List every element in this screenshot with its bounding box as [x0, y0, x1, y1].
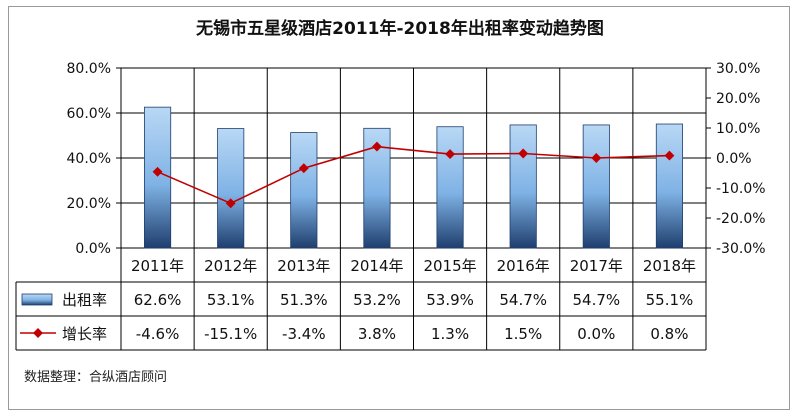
right-axis-tick-label: 30.0%	[716, 61, 760, 77]
category-label: 2013年	[277, 257, 330, 275]
legend-bar-swatch	[21, 293, 53, 306]
table-cell-occupancy: 53.9%	[426, 291, 474, 309]
category-label: 2016年	[497, 257, 550, 275]
point-growth	[591, 153, 602, 163]
left-axis-tick-label: 20.0%	[67, 196, 111, 212]
table-cell-occupancy: 54.7%	[499, 291, 547, 309]
table-cell-growth: 0.8%	[650, 325, 688, 343]
category-label: 2012年	[204, 257, 257, 275]
table-cell-occupancy: 55.1%	[646, 291, 694, 309]
bar-occupancy	[436, 126, 464, 249]
table-cell-growth: 1.5%	[504, 325, 542, 343]
bar-occupancy	[655, 123, 684, 249]
bar-occupancy	[582, 124, 610, 249]
category-label: 2018年	[643, 257, 696, 275]
table-cell-growth: 0.0%	[577, 325, 615, 343]
category-label: 2014年	[350, 257, 403, 275]
table-cell-growth: 1.3%	[431, 325, 469, 343]
table-cell-occupancy: 53.1%	[207, 291, 255, 309]
bar-occupancy	[509, 124, 537, 249]
table-cell-occupancy: 62.6%	[134, 291, 182, 309]
category-label: 2011年	[131, 257, 184, 275]
point-growth	[298, 163, 309, 174]
table-cell-growth: -4.6%	[136, 325, 180, 343]
table-cell-growth: 3.8%	[358, 325, 396, 343]
table-cell-growth: -3.4%	[282, 325, 326, 343]
point-growth	[664, 150, 675, 161]
right-axis-tick-label: -10.0%	[716, 181, 766, 197]
point-growth	[371, 141, 382, 152]
point-growth	[152, 166, 163, 177]
right-axis-tick-label: -20.0%	[716, 211, 766, 227]
table-cell-occupancy: 53.2%	[353, 291, 401, 309]
point-growth	[518, 148, 529, 159]
bar-occupancy	[217, 128, 245, 249]
table-cell-occupancy: 51.3%	[280, 291, 328, 309]
legend-line-label: 增长率	[62, 325, 107, 343]
left-axis-tick-label: 40.0%	[67, 151, 111, 167]
right-axis-tick-label: -30.0%	[716, 241, 766, 257]
left-axis-tick-label: 60.0%	[67, 106, 111, 122]
category-label: 2015年	[423, 257, 476, 275]
right-axis-tick-label: 20.0%	[716, 91, 760, 107]
source-note: 数据整理：合纵酒店顾问	[24, 370, 168, 385]
legend-bar-label: 出租率	[62, 291, 107, 309]
line-growth	[157, 145, 670, 205]
table-cell-occupancy: 54.7%	[572, 291, 620, 309]
bar-occupancy	[290, 132, 318, 249]
category-label: 2017年	[570, 257, 623, 275]
left-axis-tick-label: 80.0%	[67, 61, 111, 77]
bar-occupancy	[143, 106, 172, 249]
right-axis-tick-label: 0.0%	[716, 151, 752, 167]
left-axis-tick-label: 0.0%	[75, 241, 111, 257]
point-growth	[225, 198, 236, 209]
point-growth	[445, 149, 456, 160]
table-cell-growth: -15.1%	[204, 325, 257, 343]
legend-line-marker	[33, 328, 43, 338]
chart-title: 无锡市五星级酒店2011年-2018年出租率变动趋势图	[196, 19, 604, 39]
right-axis-tick-label: 10.0%	[716, 121, 760, 137]
